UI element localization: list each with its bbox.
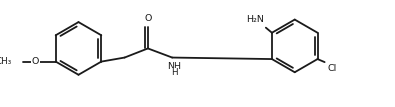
Text: H₂N: H₂N [246,15,264,24]
Text: O: O [32,57,39,66]
Text: O: O [144,14,152,23]
Text: NH: NH [167,62,181,71]
Text: CH₃: CH₃ [0,57,12,66]
Text: H: H [171,68,177,77]
Text: Cl: Cl [328,64,337,73]
